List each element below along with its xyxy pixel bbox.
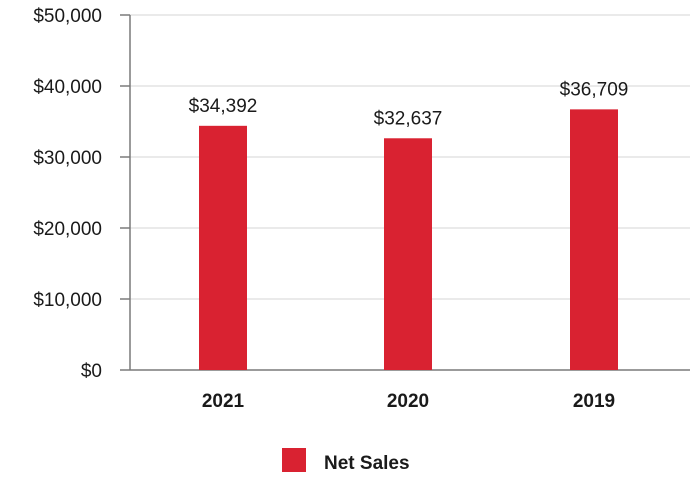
x-tick-label-2019: 2019 — [573, 391, 615, 412]
y-tick-label: $10,000 — [33, 290, 102, 311]
data-label-2019: $36,709 — [560, 79, 629, 100]
legend-swatch-net-sales — [282, 448, 306, 472]
x-tick-label-2020: 2020 — [387, 391, 429, 412]
bars — [199, 109, 618, 371]
x-tick-label-2021: 2021 — [202, 391, 245, 412]
legend-label-net-sales: Net Sales — [324, 453, 410, 474]
y-tick-label: $50,000 — [33, 6, 102, 27]
bar-2020 — [384, 138, 432, 370]
bar-2021 — [199, 125, 247, 370]
y-tick-label: $40,000 — [33, 77, 102, 98]
bar-2019 — [570, 109, 618, 371]
y-tick-label: $0 — [81, 361, 102, 382]
data-label-2020: $32,637 — [374, 108, 443, 129]
y-tick-label: $30,000 — [33, 148, 102, 169]
data-label-2021: $34,392 — [189, 96, 258, 117]
labels: $0 $10,000 $20,000 $30,000 $40,000 $50,000 $34… — [33, 6, 628, 412]
y-tick-label: $20,000 — [33, 219, 102, 240]
legend: Net Sales — [282, 448, 410, 474]
